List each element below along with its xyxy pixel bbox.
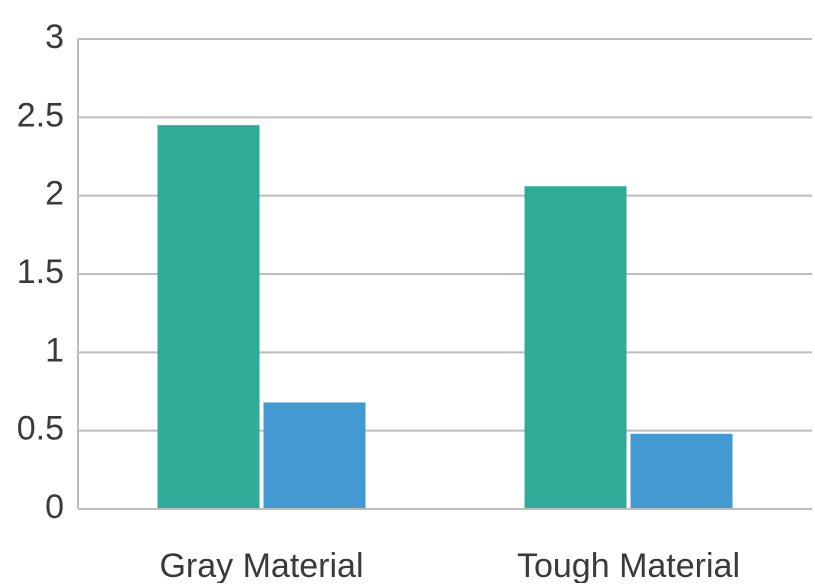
bar-series2-tough-material — [630, 433, 733, 509]
y-tick-label: 0 — [45, 488, 64, 526]
y-tick-labels: 0 0.5 1 1.5 2 2.5 3 — [17, 18, 64, 526]
y-tick-label: 3 — [45, 18, 64, 56]
axes — [77, 39, 812, 510]
x-category-label: Tough Material — [517, 547, 740, 583]
y-tick-label: 1.5 — [17, 253, 64, 291]
bar-series2-gray-material — [263, 402, 366, 509]
y-tick-label: 2.5 — [17, 96, 64, 134]
bar-series1-gray-material — [157, 125, 260, 510]
bars — [157, 125, 733, 510]
x-category-labels: Gray Material Tough Material — [159, 547, 740, 585]
x-category-label: Gray Material — [159, 547, 363, 583]
bar-series1-tough-material — [524, 186, 627, 509]
y-tick-label: 1 — [45, 331, 64, 369]
y-tick-label: 0.5 — [17, 410, 64, 448]
y-tick-label: 2 — [45, 175, 64, 213]
